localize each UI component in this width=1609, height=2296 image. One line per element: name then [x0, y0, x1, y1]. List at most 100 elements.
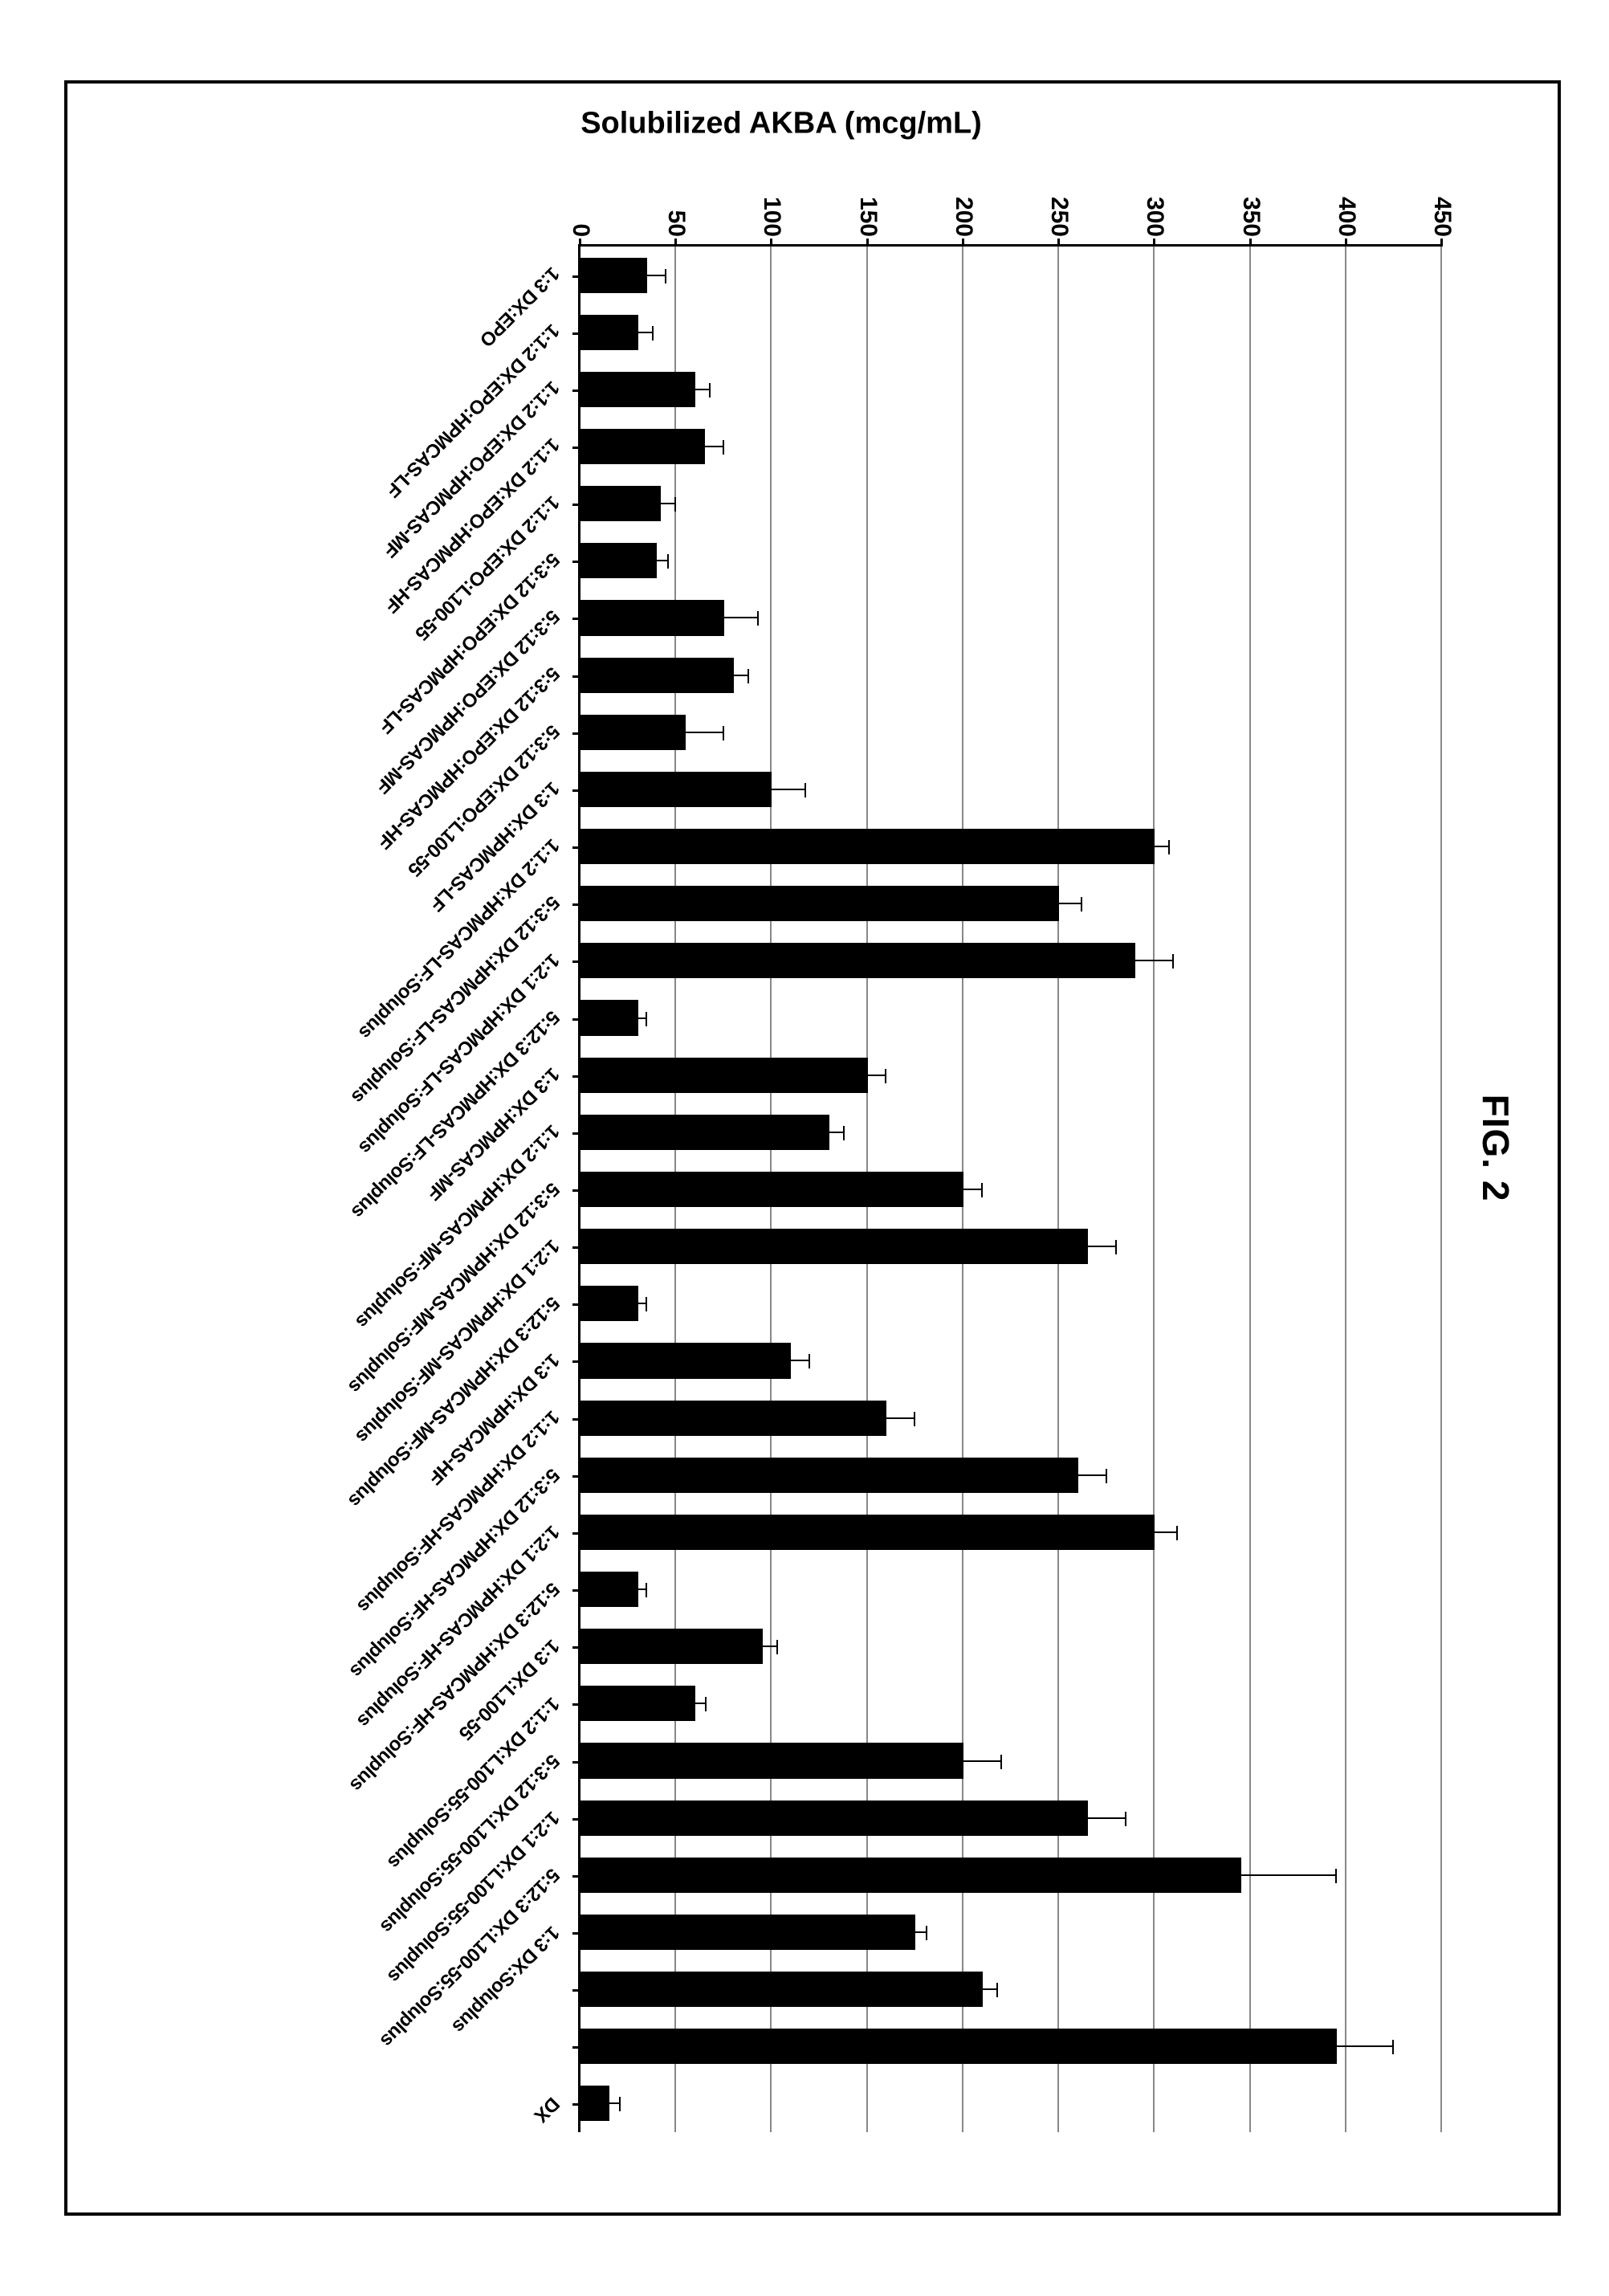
x-tick-mark [572, 1418, 580, 1421]
error-bar-cap [843, 1126, 845, 1140]
bar [580, 1572, 638, 1607]
error-bar-cap [996, 1983, 998, 1997]
bar [580, 715, 686, 750]
error-bar [1155, 1531, 1178, 1533]
x-tick-mark [572, 1589, 580, 1592]
x-tick-mark [572, 1189, 580, 1192]
bar [580, 1915, 915, 1950]
error-bar [915, 1931, 927, 1933]
error-bar [1088, 1246, 1117, 1247]
x-tick-mark [572, 1018, 580, 1021]
error-bar [686, 732, 724, 733]
x-tick-label: 5:12:3 DX:HPMCAS-HF:Soluplus [345, 1577, 564, 1796]
error-bar-cap [667, 554, 669, 569]
error-bar [1241, 1874, 1337, 1876]
x-tick-mark [572, 1532, 580, 1535]
y-tick-label: 450 [1428, 165, 1456, 247]
x-tick-label: 5:12:3 DX:HPMCAS-MF:Soluplus [344, 1291, 564, 1511]
error-bar [1078, 1474, 1107, 1476]
error-bar [772, 789, 806, 790]
error-bar [638, 1588, 648, 1590]
x-tick-mark [572, 1246, 580, 1249]
bar [580, 1172, 963, 1207]
x-tick-label: 1:3 DX:Soluplus [447, 1921, 564, 2037]
y-tick-label: 200 [950, 165, 977, 247]
x-tick-mark [572, 1932, 580, 1935]
plot-area: 050100150200250300350400450 [578, 244, 1442, 2132]
error-bar-cap [776, 1640, 778, 1654]
bar [580, 600, 724, 635]
error-bar [983, 1988, 998, 1990]
x-tick-mark [572, 1761, 580, 1764]
error-bar [724, 617, 759, 618]
error-bar [705, 446, 724, 447]
bar [580, 1629, 763, 1664]
error-bar [1088, 1817, 1126, 1819]
error-bar-cap [665, 269, 666, 283]
error-bar [695, 389, 711, 390]
x-tick-mark [572, 1475, 580, 1478]
x-tick-mark [572, 789, 580, 792]
error-bar-cap [709, 383, 711, 398]
figure-title: FIG. 2 [1474, 132, 1517, 2164]
bar [580, 1286, 638, 1321]
error-bar-cap [914, 1412, 915, 1426]
error-bar [763, 1646, 778, 1647]
error-bar [1059, 903, 1082, 904]
error-bar [1135, 960, 1174, 961]
x-tick-mark [572, 1646, 580, 1649]
error-bar-cap [723, 440, 724, 455]
x-tick-label: 1:3 DX:L100-55 [454, 1635, 564, 1745]
error-bar-cap [926, 1926, 927, 1940]
bar [580, 2086, 609, 2121]
error-bar [734, 675, 749, 676]
x-tick-mark [572, 618, 580, 620]
error-bar-cap [1081, 897, 1082, 911]
bar [580, 1743, 963, 1778]
x-tick-mark [572, 2046, 580, 2049]
x-tick-mark [572, 675, 580, 678]
error-bar-cap [886, 1069, 887, 1083]
bar [580, 943, 1135, 978]
x-tick-label: DX [529, 2093, 564, 2127]
error-bar-cap [619, 2097, 621, 2111]
x-tick-label: 5:12:3 DX:HPMCAS-LF:Soluplus [347, 1005, 564, 1222]
bar [580, 1458, 1078, 1493]
x-tick-mark [572, 732, 580, 735]
y-tick-label: 0 [567, 165, 594, 247]
error-bar [963, 1189, 983, 1190]
bar [580, 2029, 1337, 2064]
y-tick-label: 250 [1045, 165, 1073, 247]
error-bar [638, 332, 654, 333]
error-bar [647, 275, 666, 276]
bar [580, 1343, 791, 1378]
bar [580, 829, 1155, 864]
y-axis-label: Solubilized AKBA (mcg/mL) [580, 107, 982, 141]
error-bar-cap [1392, 2040, 1394, 2054]
bar [580, 372, 695, 407]
y-tick-label: 100 [758, 165, 785, 247]
error-bar [657, 560, 668, 561]
bar [580, 1858, 1241, 1893]
x-tick-mark [572, 1075, 580, 1078]
x-tick-mark [572, 2103, 580, 2106]
page: FIG. 2 Solubilized AKBA (mcg/mL) 0501001… [0, 0, 1609, 2296]
x-tick-mark [572, 275, 580, 278]
error-bar-cap [1106, 1469, 1107, 1483]
error-bar-cap [674, 497, 676, 512]
bar [580, 886, 1059, 921]
figure-frame: FIG. 2 Solubilized AKBA (mcg/mL) 0501001… [64, 80, 1561, 2216]
x-tick-mark [572, 1360, 580, 1363]
x-tick-label: 5:3:12 DX:HPMCAS-HF:Soluplus [345, 1463, 564, 1682]
error-bar [1155, 846, 1170, 847]
bar [580, 658, 734, 693]
error-bar-cap [1125, 1812, 1126, 1826]
error-bar-cap [981, 1183, 983, 1197]
y-tick-label: 300 [1141, 165, 1168, 247]
error-bar-cap [1115, 1240, 1117, 1254]
x-tick-mark [572, 389, 580, 392]
error-bar [963, 1760, 1002, 1762]
error-bar [868, 1075, 887, 1076]
x-tick-mark [572, 903, 580, 906]
x-tick-mark [572, 1989, 580, 1992]
